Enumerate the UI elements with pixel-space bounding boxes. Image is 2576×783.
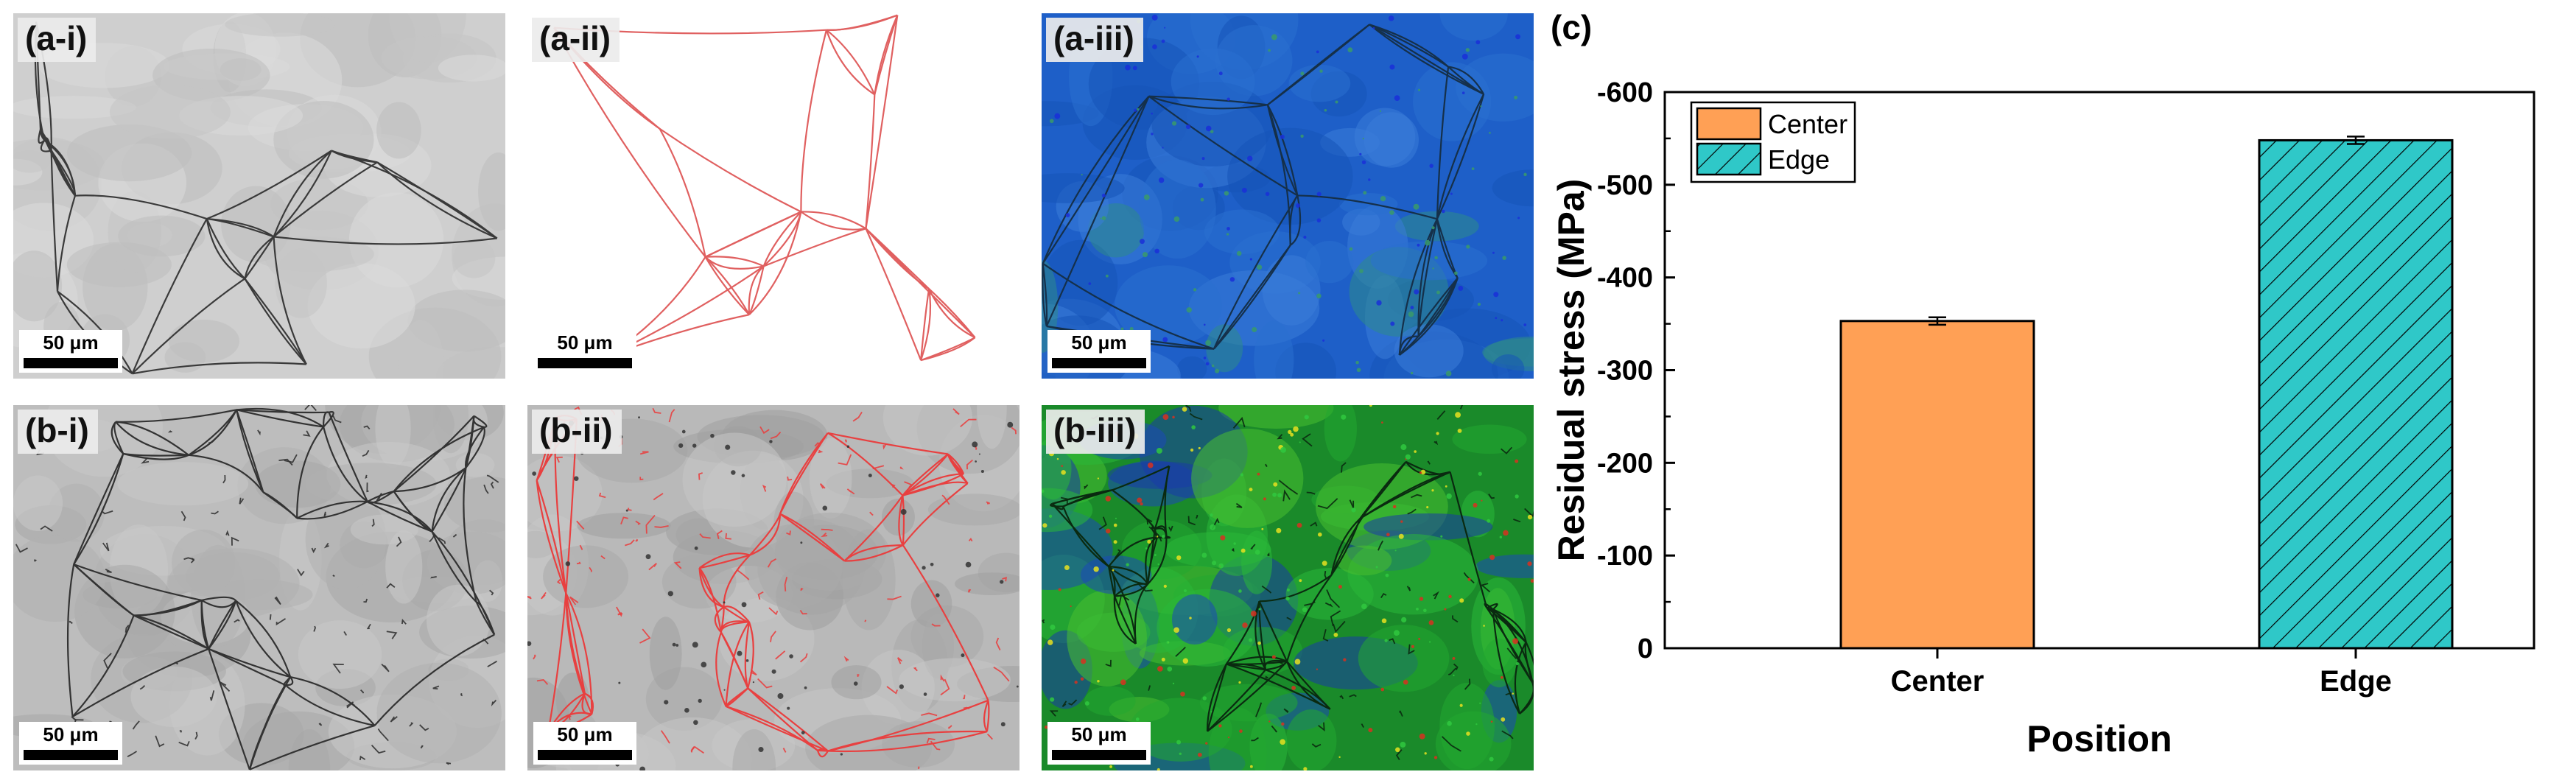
panel-b-ii: (b-ii) 50 μm xyxy=(527,405,1019,770)
panel-label-a-i: (a-i) xyxy=(18,18,96,62)
scale-bar: 50 μm xyxy=(1047,722,1151,765)
y-tick-label: -300 xyxy=(1597,356,1653,387)
scale-bar: 50 μm xyxy=(1047,330,1151,373)
y-tick-label: -500 xyxy=(1597,170,1653,201)
y-tick-label: -200 xyxy=(1597,448,1653,479)
y-tick-label: -400 xyxy=(1597,263,1653,294)
error-bar-center xyxy=(1929,316,1946,326)
legend-swatch-center xyxy=(1696,107,1762,141)
panel-label-a-iii: (a-iii) xyxy=(1046,18,1143,62)
panel-label-c: (c) xyxy=(1551,8,1593,46)
micrograph-b-ii xyxy=(527,405,1019,770)
panel-label-a-ii: (a-ii) xyxy=(532,18,620,62)
y-tick-label: 0 xyxy=(1638,633,1653,664)
panel-a-iii: (a-iii) 50 μm xyxy=(1042,13,1534,379)
micrograph-b-i xyxy=(13,405,505,770)
x-tick-label: Center xyxy=(1891,665,1984,698)
micrograph-a-iii xyxy=(1042,13,1534,379)
y-tick-label: -600 xyxy=(1597,77,1653,108)
micrograph-b-iii xyxy=(1042,405,1534,770)
panel-b-i: (b-i) 50 μm xyxy=(13,405,505,770)
legend-label-center: Center xyxy=(1768,109,1847,139)
panel-a-i: (a-i) 50 μm xyxy=(13,13,505,379)
panel-a-ii: (a-ii) 50 μm xyxy=(527,13,1019,379)
scale-bar: 50 μm xyxy=(19,330,122,373)
y-tick-label: -100 xyxy=(1597,541,1653,572)
panel-label-b-iii: (b-iii) xyxy=(1046,410,1145,454)
legend: Center Edge xyxy=(1690,101,1856,183)
scale-bar: 50 μm xyxy=(533,330,636,373)
micrograph-a-ii xyxy=(527,13,1019,379)
micrograph-a-i xyxy=(13,13,505,379)
x-axis-title: Position xyxy=(2026,718,2172,759)
panel-label-b-i: (b-i) xyxy=(18,410,98,454)
scale-bar: 50 μm xyxy=(19,722,122,765)
legend-swatch-edge xyxy=(1696,142,1762,176)
bar-edge xyxy=(2258,138,2454,650)
panel-b-iii: (b-iii) 50 μm xyxy=(1042,405,1534,770)
panel-label-b-ii: (b-ii) xyxy=(532,410,622,454)
bar-center xyxy=(1839,320,2035,650)
legend-label-edge: Edge xyxy=(1768,144,1830,175)
residual-stress-bar-chart: 0 -100 -200 -300 -400 -500 -600 Center Edge Posit… xyxy=(1551,77,2535,759)
y-axis-title: Residual stress (MPa) xyxy=(1551,179,1592,562)
scale-bar: 50 μm xyxy=(533,722,636,765)
x-tick-label: Edge xyxy=(2320,665,2392,698)
error-bar-edge xyxy=(2347,136,2365,145)
